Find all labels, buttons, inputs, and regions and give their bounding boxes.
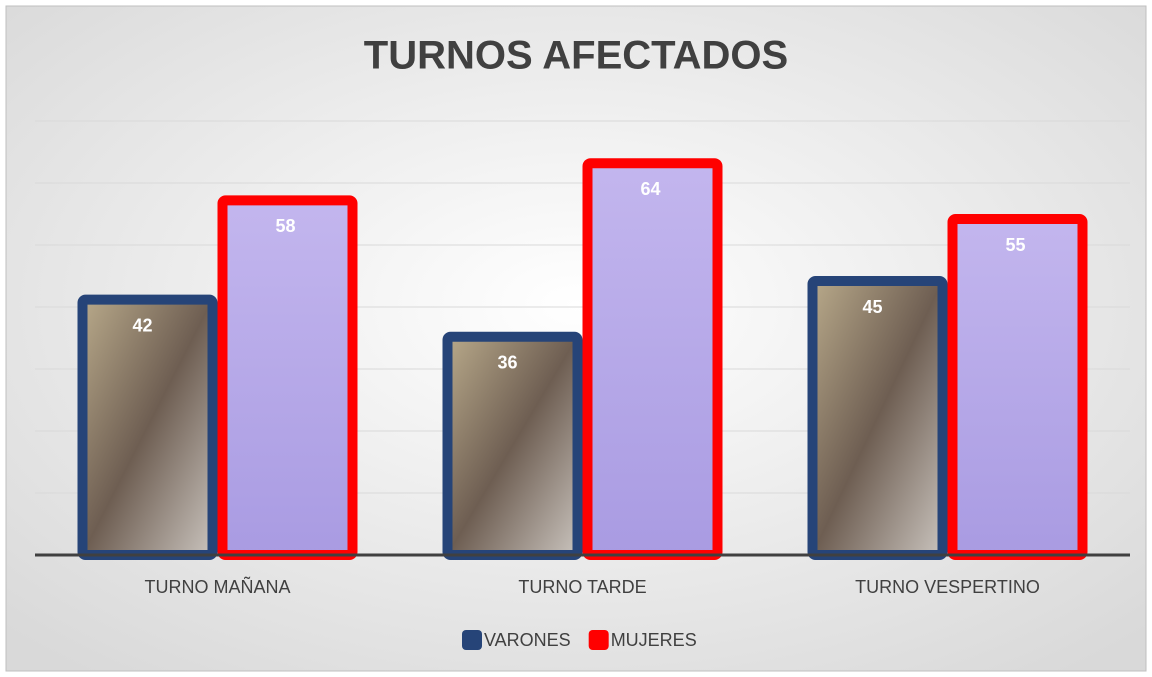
bar: [77, 294, 218, 560]
x-tick-label: TURNO TARDE: [518, 577, 646, 597]
data-label: 64: [640, 179, 660, 199]
data-label: 42: [132, 315, 152, 335]
bar: [217, 195, 358, 560]
legend-swatch: [462, 630, 482, 650]
x-tick-label: TURNO VESPERTINO: [855, 577, 1040, 597]
data-label: 55: [1005, 235, 1025, 255]
legend-label: VARONES: [484, 630, 571, 650]
bar: [582, 158, 723, 560]
chart-title: TURNOS AFECTADOS: [364, 34, 788, 78]
data-label: 45: [862, 297, 882, 317]
data-label: 36: [497, 353, 517, 373]
x-tick-label: TURNO MAÑANA: [144, 576, 290, 597]
legend-swatch: [588, 630, 609, 650]
bar: [807, 276, 948, 560]
data-label: 58: [275, 216, 295, 236]
bar: [947, 214, 1088, 560]
legend-label: MUJERES: [611, 630, 697, 650]
